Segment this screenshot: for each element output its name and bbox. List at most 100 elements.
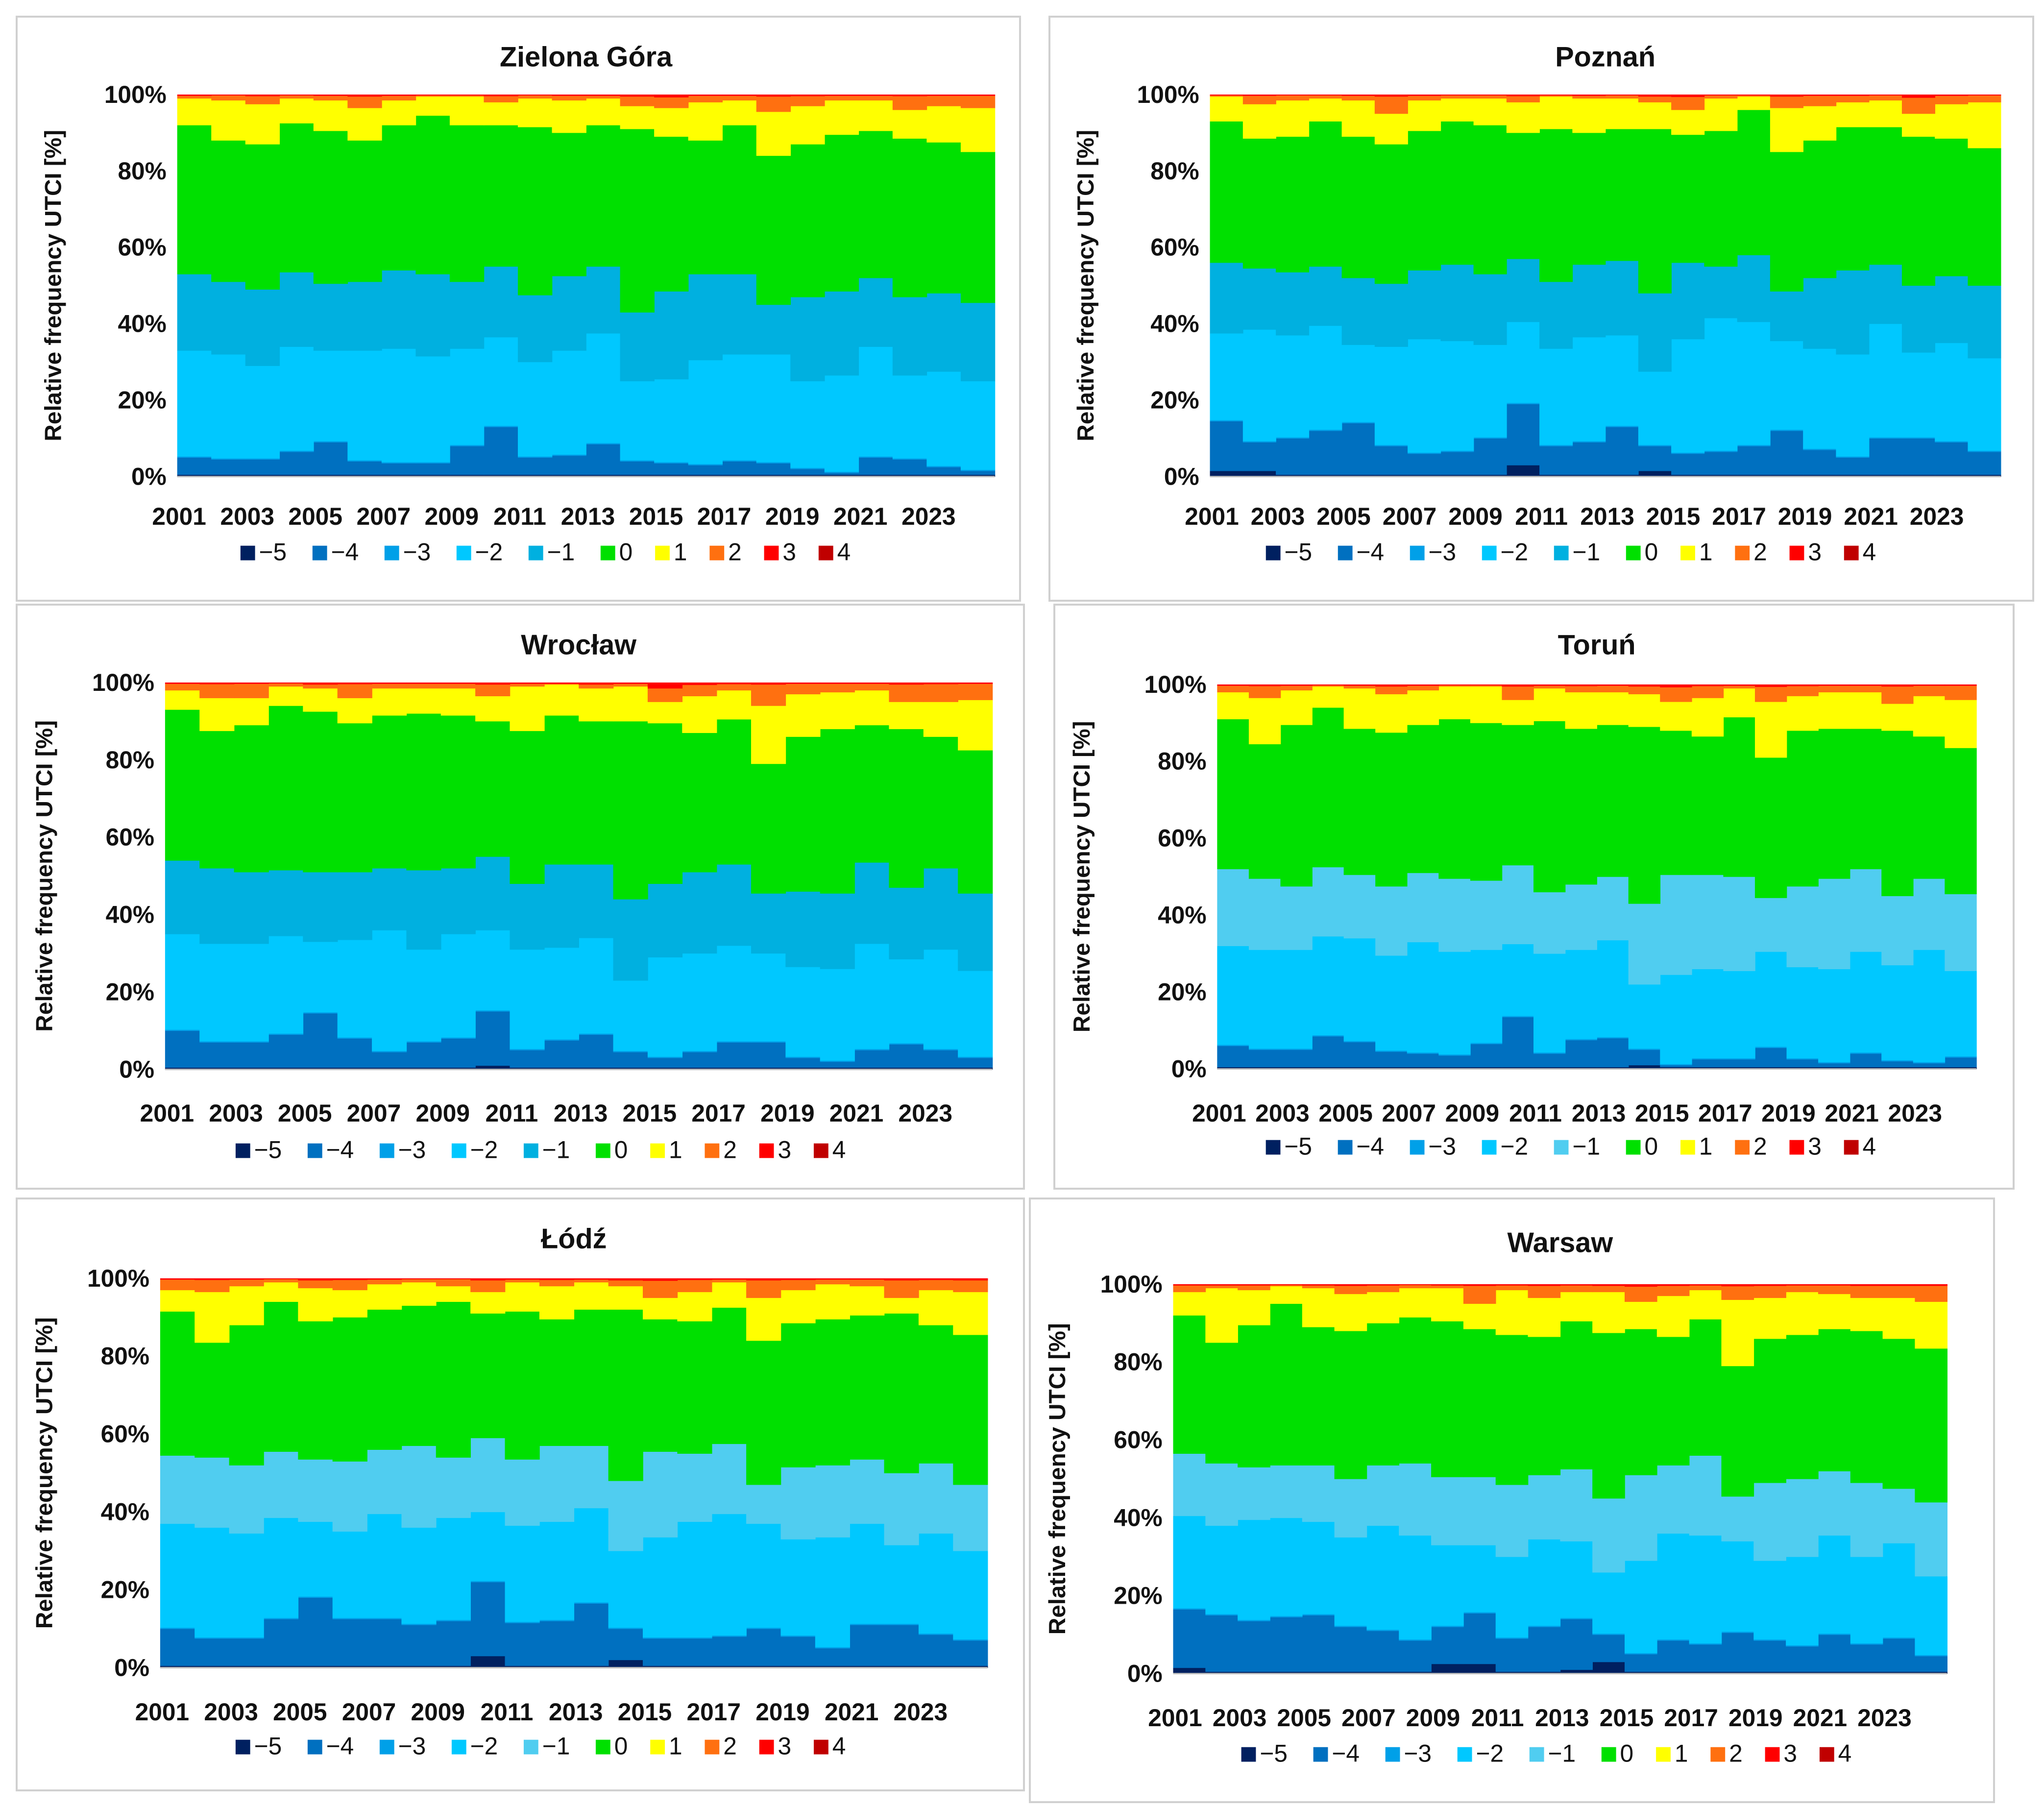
series-class-minus-2 (160, 1508, 988, 1647)
band-segment (756, 112, 791, 156)
band-segment (1366, 1631, 1400, 1672)
band-segment (688, 274, 723, 361)
band-segment (268, 936, 304, 1034)
band-segment (889, 682, 924, 685)
series-class-minus-4 (1210, 404, 2001, 475)
band-segment (544, 715, 579, 865)
band-segment (1242, 470, 1276, 477)
band-segment (756, 462, 791, 464)
band-segment (790, 474, 825, 477)
band-segment (1592, 1292, 1625, 1333)
band-segment (1470, 1043, 1503, 1045)
band-segment (436, 1279, 471, 1287)
band-segment (510, 731, 545, 884)
band-segment (1605, 335, 1639, 426)
band-segment (958, 700, 993, 751)
data-bands (1210, 94, 2001, 477)
x-tick-label: 2011 (481, 1698, 534, 1726)
band-segment (313, 96, 348, 101)
x-tick-label: 2021 (833, 503, 887, 530)
band-segment (1592, 1633, 1625, 1635)
band-segment (858, 100, 893, 131)
legend-label: −3 (403, 538, 431, 566)
series-class-0 (160, 1301, 988, 1485)
band-segment (1217, 685, 1249, 693)
band-segment (1689, 1319, 1722, 1456)
band-segment (1217, 1067, 1249, 1070)
band-segment (647, 1056, 683, 1058)
band-segment (1238, 1284, 1270, 1286)
band-segment (1836, 270, 1870, 355)
legend-swatch (1789, 545, 1804, 561)
band-segment (505, 1282, 540, 1312)
x-tick-label: 2015 (1646, 503, 1700, 530)
band-segment (682, 953, 717, 1051)
band-segment (195, 1292, 230, 1343)
band-segment (199, 698, 235, 732)
band-segment (449, 446, 485, 475)
band-segment (1786, 1479, 1819, 1557)
series-class-minus-3 (177, 425, 996, 473)
legend-label: 3 (1783, 1740, 1797, 1767)
band-segment (539, 1319, 575, 1446)
band-segment (1818, 969, 1850, 1062)
legend-swatch (307, 1739, 322, 1755)
band-segment (1431, 1627, 1464, 1664)
chart-panel-zielona-gora: Zielona Góra Relative frequency UTCI [%] 0… (16, 16, 1021, 602)
band-segment (608, 1286, 643, 1310)
band-segment (858, 457, 893, 475)
band-segment (960, 302, 996, 382)
band-segment (1721, 1671, 1754, 1674)
band-segment (1671, 339, 1705, 453)
band-segment (958, 1067, 993, 1070)
band-segment (1470, 684, 1503, 685)
legend-label: 0 (619, 538, 633, 566)
band-segment (785, 736, 821, 892)
band-segment (1399, 1463, 1432, 1536)
band-segment (958, 684, 993, 700)
band-segment (574, 1602, 609, 1604)
band-segment (958, 1056, 993, 1058)
band-segment (1210, 333, 1243, 420)
band-segment (1312, 684, 1344, 685)
band-segment (1276, 95, 1310, 101)
band-segment (263, 1617, 299, 1619)
band-segment (923, 682, 958, 684)
band-segment (268, 1033, 304, 1035)
band-segment (367, 1309, 402, 1450)
x-tick-label: 2017 (1664, 1704, 1718, 1732)
x-tick-label: 2015 (623, 1100, 677, 1127)
series-class-minus-1 (1210, 255, 2001, 372)
band-segment (892, 375, 927, 459)
band-segment (1882, 1339, 1916, 1489)
band-segment (234, 684, 269, 698)
legend-swatch (1338, 545, 1353, 561)
band-segment (654, 463, 689, 475)
band-segment (211, 458, 246, 460)
band-segment (1495, 1335, 1529, 1485)
band-segment (918, 1635, 954, 1666)
x-tick-label: 2001 (1185, 503, 1239, 530)
band-segment (1786, 1059, 1819, 1068)
band-segment (889, 1067, 924, 1070)
band-segment (1533, 685, 1566, 689)
band-segment (1770, 291, 1803, 342)
legend-swatch (1626, 545, 1641, 561)
band-segment (850, 1315, 885, 1460)
band-segment (372, 1067, 407, 1070)
band-segment (1770, 341, 1803, 430)
band-segment (1689, 1643, 1722, 1645)
band-segment (1473, 437, 1507, 439)
band-segment (1408, 94, 1441, 96)
band-segment (815, 1665, 850, 1668)
band-segment (1463, 1286, 1496, 1304)
band-segment (160, 1665, 195, 1668)
band-segment (1565, 1067, 1597, 1070)
band-segment (1625, 1329, 1657, 1475)
band-segment (1605, 261, 1639, 336)
band-segment (1723, 717, 1755, 877)
band-segment (958, 971, 993, 1057)
y-tick-label: 40% (1158, 902, 1206, 929)
band-segment (1210, 263, 1243, 334)
